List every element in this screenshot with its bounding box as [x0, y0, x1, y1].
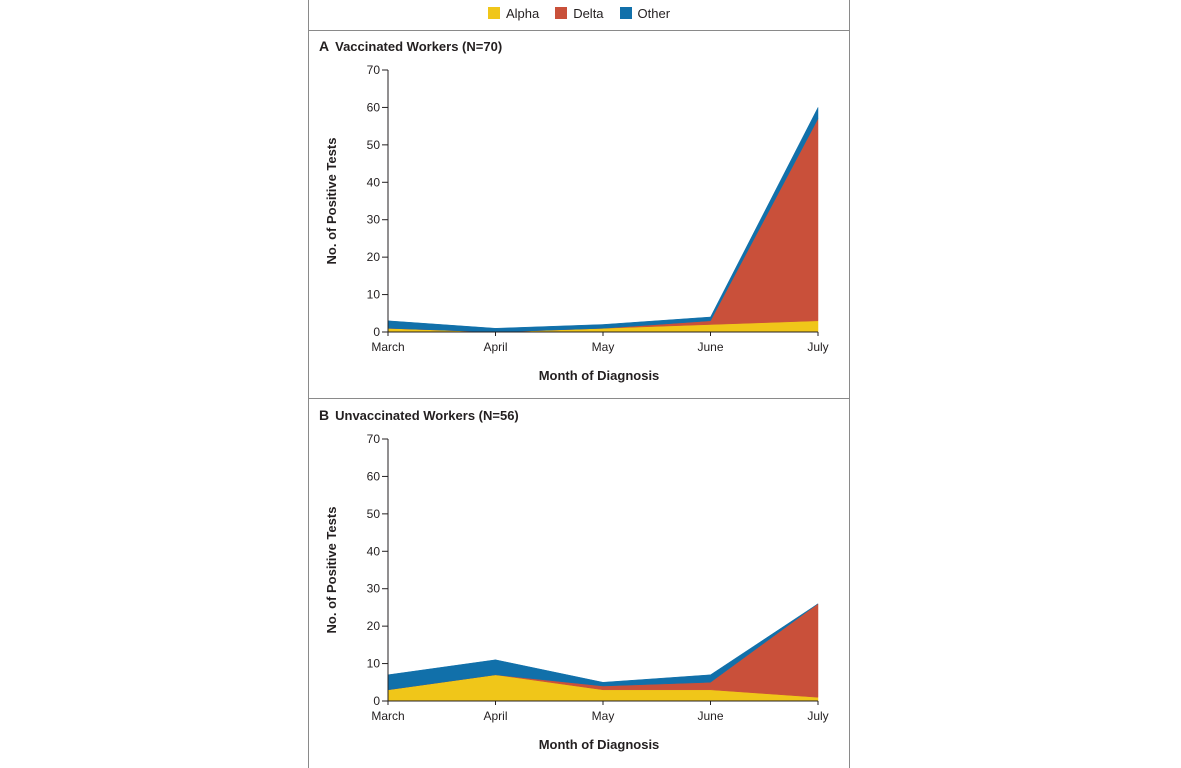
panel-b-title: B Unvaccinated Workers (N=56): [319, 407, 519, 423]
panel-a-y-tick-label: 20: [367, 250, 381, 264]
panel-b-x-tick-label: July: [807, 709, 828, 723]
legend-swatch-delta: [555, 7, 568, 19]
legend-item-alpha: Alpha: [487, 5, 540, 21]
panel-a-y-tick-label: 70: [367, 63, 381, 77]
panel-a-y-tick-label: 40: [367, 175, 381, 189]
panel-a-x-tick-label: June: [697, 340, 723, 354]
panel-a-area-other: [387, 107, 819, 333]
panel-b-x-tick-label: April: [483, 709, 507, 723]
panel-a-area-delta: [387, 118, 819, 333]
panel-b-y-tick-label: 50: [367, 507, 381, 521]
panel-a-title-text: Vaccinated Workers (N=70): [335, 39, 503, 54]
legend-swatch-other: [619, 7, 632, 19]
panel-b-x-tick-label: June: [697, 709, 723, 723]
panel-a-y-tick-label: 30: [367, 213, 381, 227]
panel-a-x-tick-label: July: [807, 340, 828, 354]
panel-b-y-tick-label: 30: [367, 582, 381, 596]
panel-a-y-axis-title: No. of Positive Tests: [324, 138, 339, 265]
figure-frame: [308, 0, 850, 768]
panel-a-title: A Vaccinated Workers (N=70): [319, 38, 502, 54]
panel-b-x-tick-label: March: [371, 709, 404, 723]
panel-a-x-axis-title: Month of Diagnosis: [539, 368, 660, 383]
panel-a-y-tick-label: 60: [367, 100, 381, 114]
panel-b-x-tick-label: May: [592, 709, 615, 723]
panel-b-x-axis-title: Month of Diagnosis: [539, 737, 660, 752]
panel-b-y-tick-label: 10: [367, 657, 381, 671]
panel-a-y-tick-label: 50: [367, 138, 381, 152]
panel-b-letter: B: [319, 407, 330, 423]
panel-b-title-text: Unvaccinated Workers (N=56): [335, 408, 519, 423]
legend-label-delta: Delta: [573, 5, 604, 21]
panel-a-y-tick-label: 10: [367, 288, 381, 302]
panel-a-x-tick-label: March: [371, 340, 404, 354]
legend: Alpha Delta Other: [308, 3, 850, 23]
panel-b-area-other: [387, 603, 819, 691]
legend-label-alpha: Alpha: [505, 5, 540, 21]
legend-swatch-alpha: [487, 7, 500, 19]
panel-b-y-tick-label: 20: [367, 619, 381, 633]
panel-b-y-tick-label: 0: [373, 694, 380, 708]
legend-item-delta: Delta: [555, 5, 604, 21]
panel-divider: [308, 398, 850, 399]
legend-divider: [308, 30, 850, 31]
panel-a-x-tick-label: April: [483, 340, 507, 354]
legend-item-other: Other: [619, 5, 671, 21]
panel-a-y-tick-label: 0: [373, 325, 380, 339]
panel-a-letter: A: [319, 38, 330, 54]
panel-b-y-tick-label: 70: [367, 432, 381, 446]
panel-a-x-tick-label: May: [592, 340, 615, 354]
panel-b-y-tick-label: 40: [367, 544, 381, 558]
panel-b-y-axis-title: No. of Positive Tests: [324, 507, 339, 634]
legend-label-other: Other: [637, 5, 671, 21]
panel-b-y-tick-label: 60: [367, 469, 381, 483]
